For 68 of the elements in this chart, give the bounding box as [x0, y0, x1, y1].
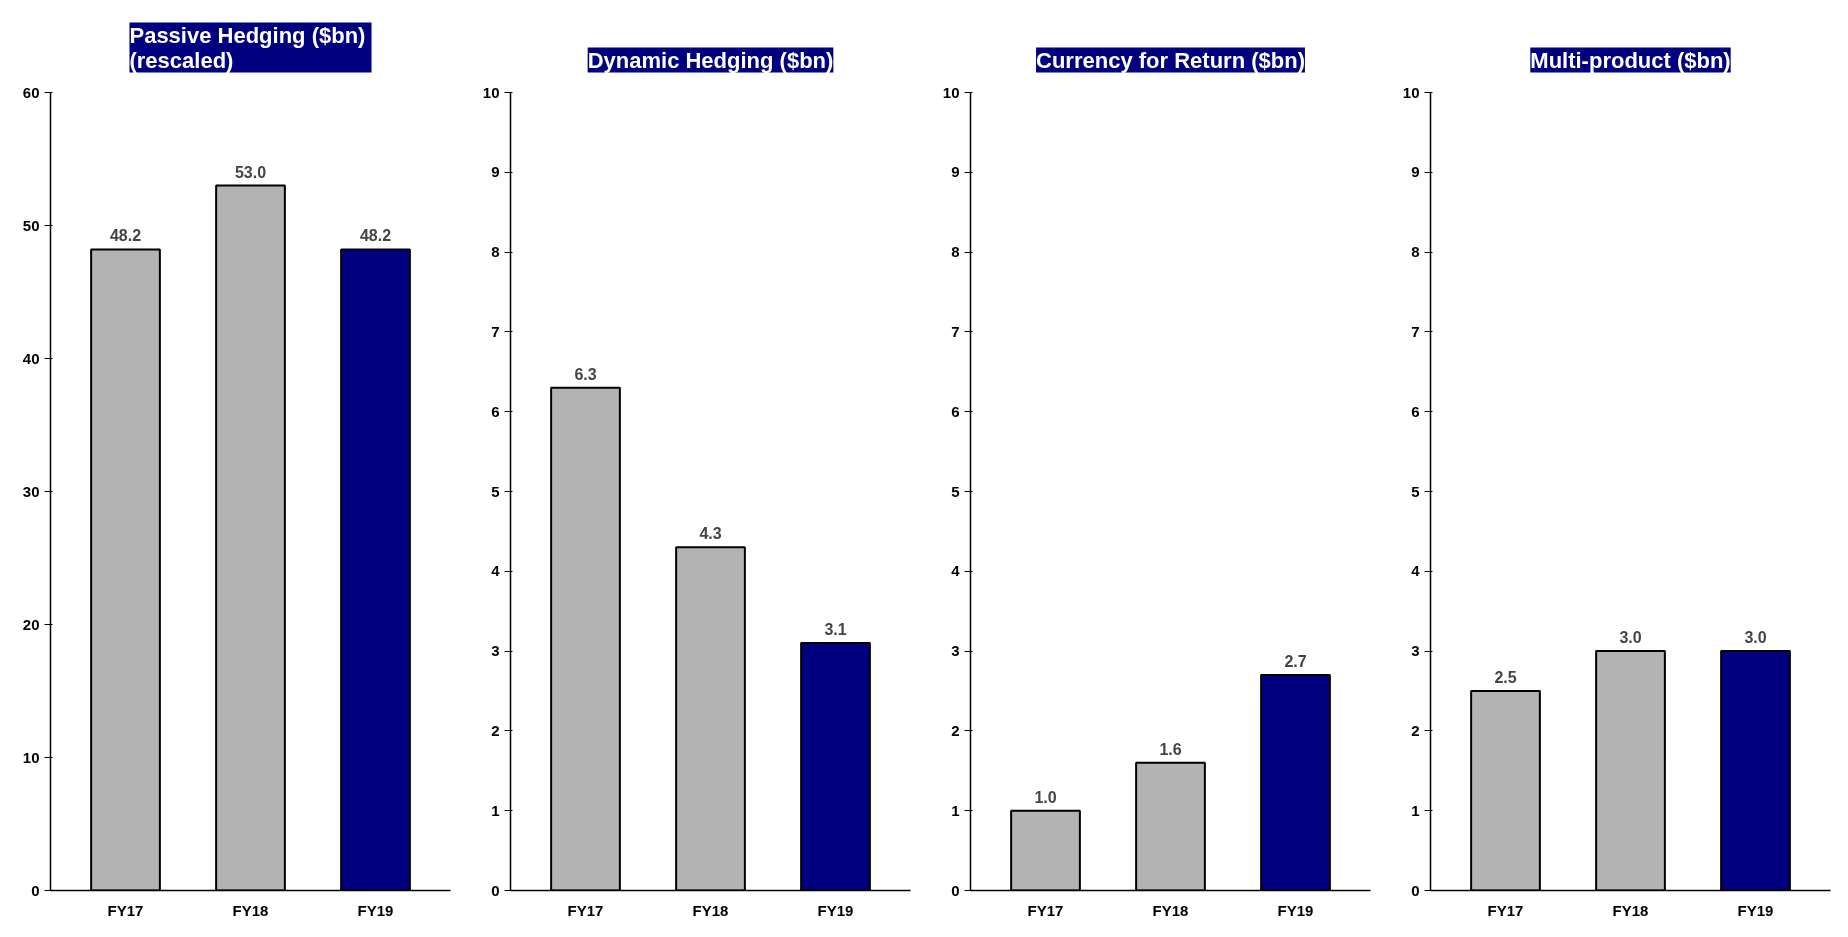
data-label: 48.2: [359, 227, 392, 245]
x-tick-label: FY19: [1737, 901, 1774, 919]
y-tick-label: 6: [1411, 402, 1420, 420]
y-tick-label: 0: [31, 881, 40, 899]
data-label: 3.1: [824, 621, 847, 639]
x-tick-label: FY17: [1487, 901, 1524, 919]
data-label: 53.0: [234, 163, 267, 181]
y-tick-label: 8: [491, 243, 500, 261]
y-tick-label: 4: [491, 562, 501, 580]
data-label: 3.0: [1744, 629, 1767, 647]
y-tick-label: 6: [951, 402, 960, 420]
data-label: 2.5: [1494, 669, 1517, 686]
data-label: 4.3: [699, 525, 722, 543]
x-tick-label: FY17: [567, 901, 604, 919]
y-tick-label: 7: [491, 322, 500, 340]
y-tick-label: 3: [491, 642, 500, 660]
y-tick-label: 50: [22, 216, 40, 234]
chart-title: Currency for Return ($bn): [1036, 47, 1305, 73]
y-tick-label: 40: [22, 349, 40, 367]
y-tick-label: 9: [951, 163, 960, 181]
y-tick-label: 20: [22, 615, 40, 633]
y-tick-label: 2: [491, 721, 500, 739]
y-tick-label: 2: [1411, 721, 1420, 739]
x-tick-label: FY19: [357, 901, 394, 919]
y-tick-label: 3: [951, 642, 960, 660]
y-tick-label: 9: [1411, 163, 1420, 181]
y-tick-label: 5: [491, 482, 500, 500]
x-tick-label: FY18: [692, 901, 729, 919]
x-tick-label: FY18: [232, 901, 269, 919]
y-tick-label: 1: [1411, 801, 1420, 819]
y-tick-label: 10: [1402, 83, 1420, 101]
y-tick-label: 4: [951, 562, 961, 580]
y-tick-label: 8: [1411, 243, 1420, 261]
x-tick-label: FY18: [1152, 901, 1189, 919]
data-label: 1.0: [1034, 788, 1057, 806]
y-tick-label: 9: [491, 163, 500, 181]
x-tick-label: FY19: [1277, 901, 1314, 919]
x-tick-label: FY18: [1612, 901, 1649, 919]
y-tick-label: 10: [482, 83, 500, 101]
y-tick-label: 10: [942, 83, 960, 101]
y-tick-label: 7: [1411, 322, 1420, 340]
y-tick-label: 1: [491, 801, 500, 819]
y-tick-label: 60: [22, 83, 40, 101]
y-tick-label: 3: [1411, 642, 1420, 660]
y-tick-label: 0: [491, 881, 500, 899]
y-tick-label: 10: [22, 748, 40, 766]
y-tick-label: 2: [951, 721, 960, 739]
y-tick-label: 5: [951, 482, 960, 500]
data-label: 48.2: [109, 227, 142, 245]
y-tick-label: 5: [1411, 482, 1420, 500]
chart-title: Multi-product ($bn): [1530, 47, 1731, 73]
y-tick-label: 7: [951, 322, 960, 340]
y-tick-label: 6: [491, 402, 500, 420]
x-tick-label: FY17: [107, 901, 144, 919]
y-tick-label: 4: [1411, 562, 1421, 580]
x-tick-label: FY19: [817, 901, 854, 919]
data-label: 6.3: [574, 365, 597, 383]
chart-title: Passive Hedging ($bn) (rescaled): [129, 22, 366, 73]
y-tick-label: 30: [22, 482, 40, 500]
y-tick-label: 0: [951, 881, 960, 899]
y-tick-label: 8: [951, 243, 960, 261]
y-tick-label: 0: [1411, 881, 1420, 899]
data-label: 1.6: [1159, 740, 1182, 758]
chart-title: Dynamic Hedging ($bn): [587, 47, 834, 73]
x-tick-label: FY17: [1027, 901, 1064, 919]
data-label: 2.7: [1284, 653, 1307, 671]
data-label: 3.0: [1619, 629, 1642, 647]
y-tick-label: 1: [951, 801, 960, 819]
